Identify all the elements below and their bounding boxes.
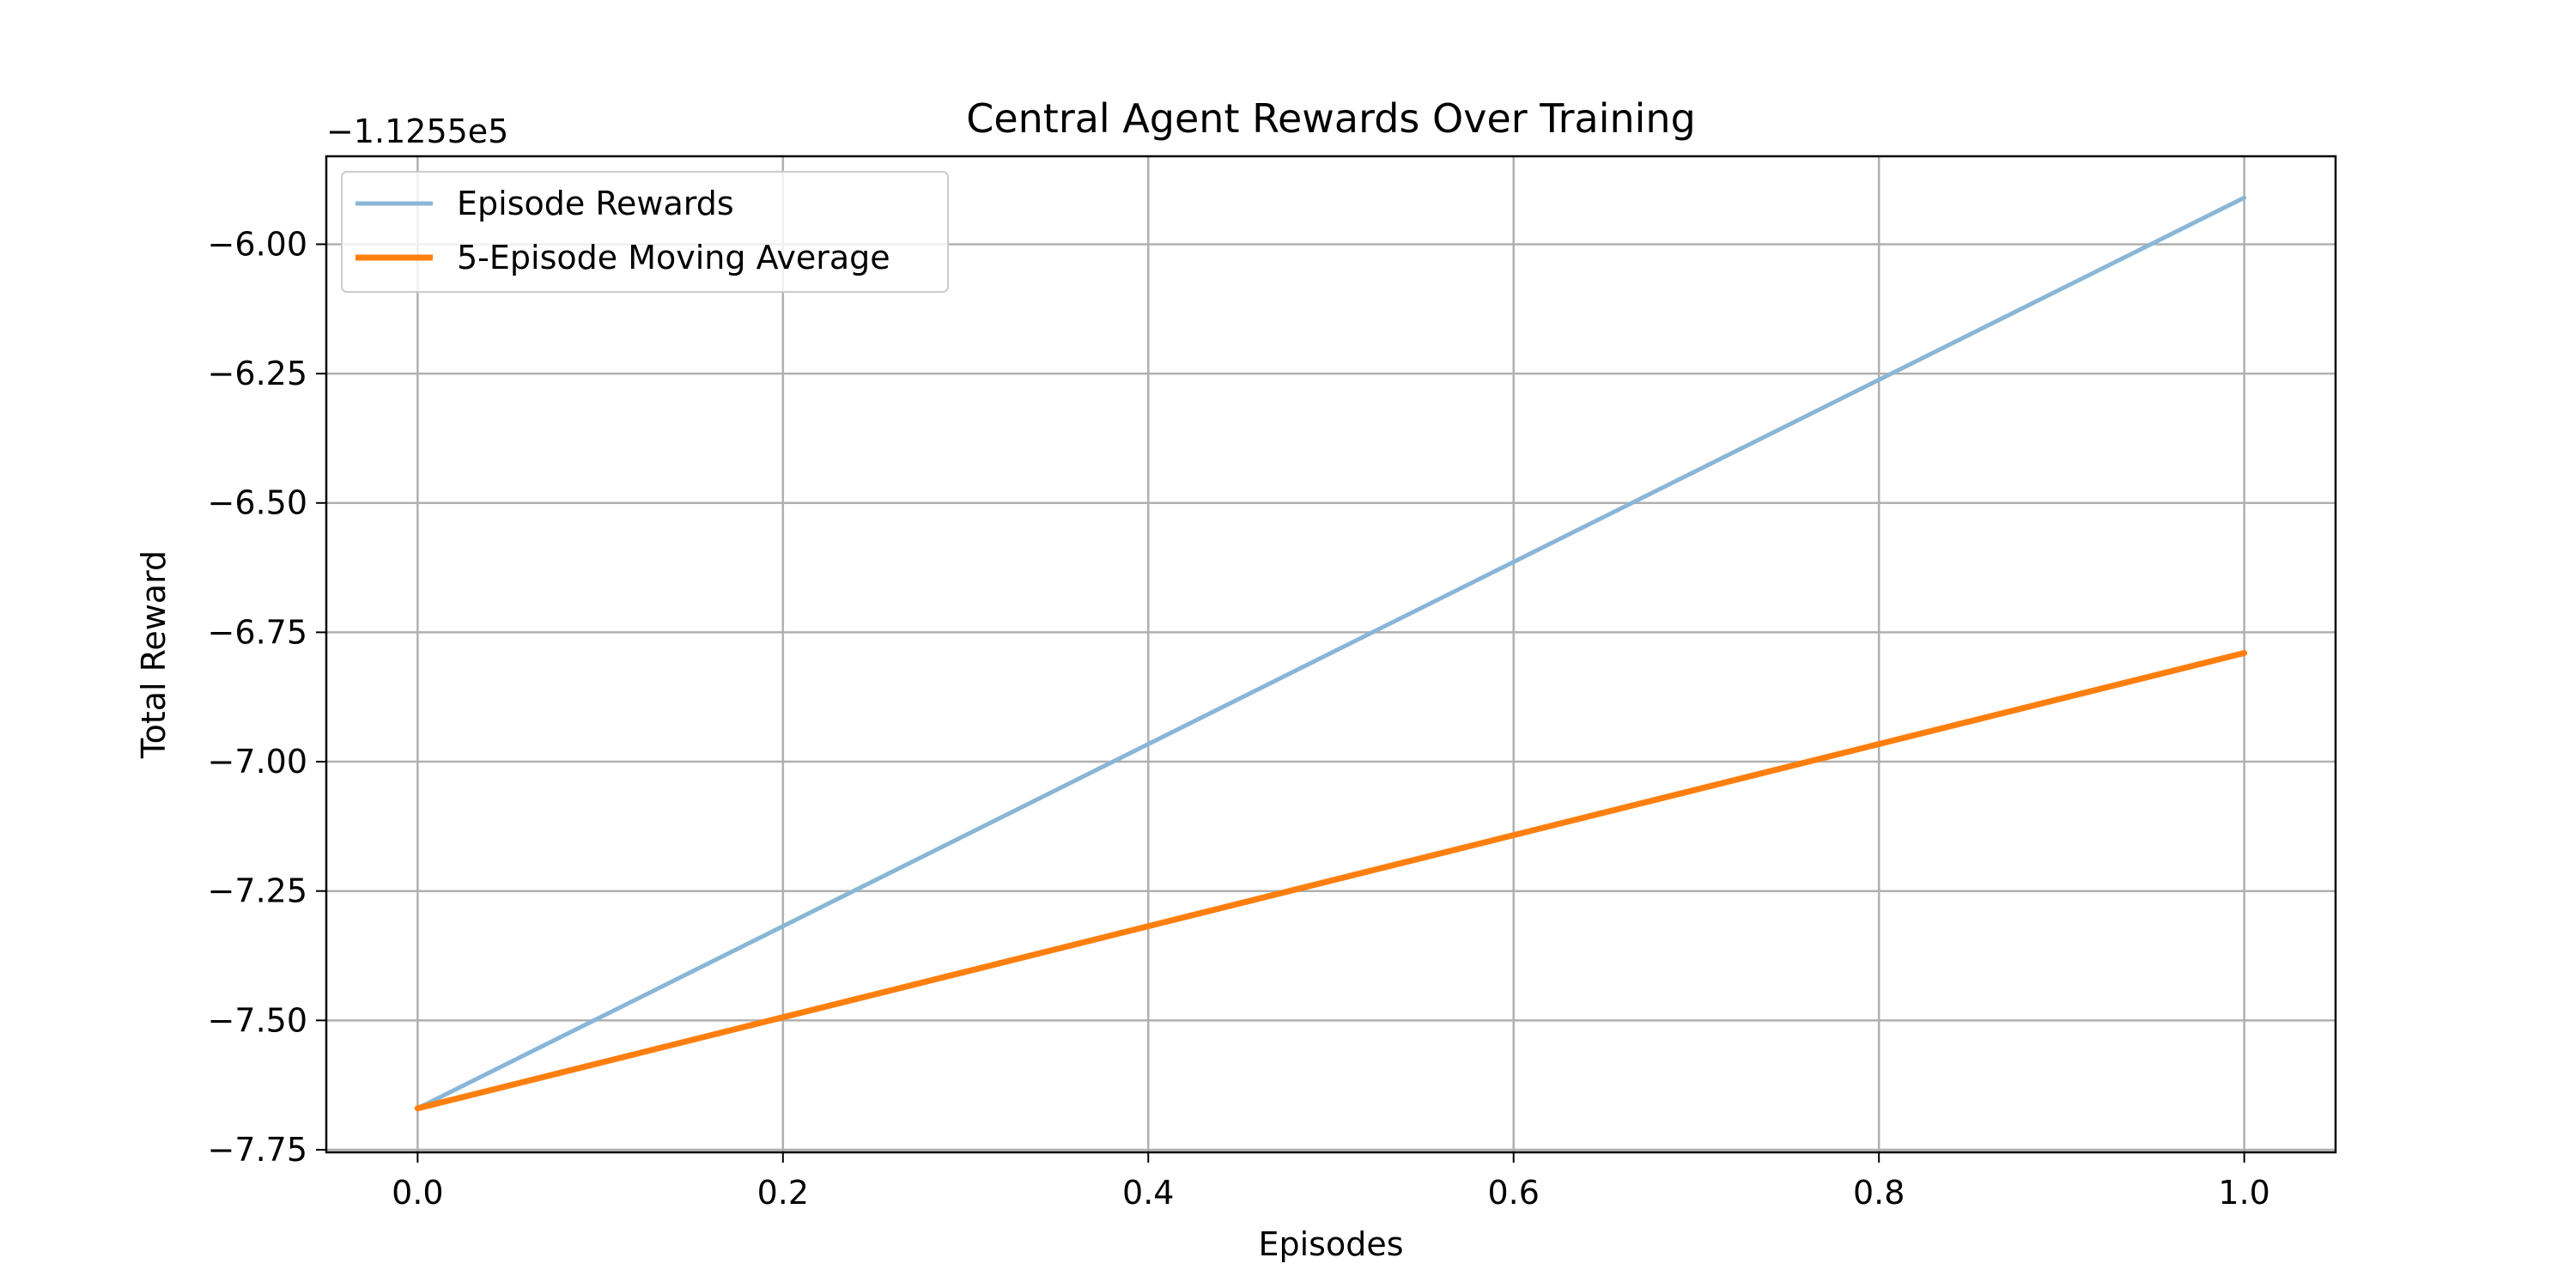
x-tick-label: 0.4	[1122, 1174, 1174, 1212]
chart-title: Central Agent Rewards Over Training	[966, 95, 1696, 142]
x-tick-label: 0.0	[392, 1174, 443, 1212]
y-tick-label: −6.00	[208, 225, 307, 263]
series-line-moving-average	[414, 649, 2248, 1112]
series-lines	[414, 195, 2248, 1112]
y-tick-label: −7.50	[208, 1001, 307, 1039]
legend-label-moving-average: 5-Episode Moving Average	[457, 239, 890, 276]
x-tick-label: 0.2	[757, 1174, 809, 1212]
series-line-episode-rewards	[415, 195, 2247, 1111]
x-tick-label: 0.6	[1488, 1174, 1540, 1212]
legend: Episode Rewards 5-Episode Moving Average	[341, 171, 949, 293]
grid	[326, 156, 2336, 1152]
legend-box	[341, 171, 949, 293]
x-tick-label: 0.8	[1853, 1174, 1905, 1212]
x-tick-label: 1.0	[2218, 1174, 2269, 1212]
plot-frame	[325, 155, 2337, 1154]
legend-label-episode-rewards: Episode Rewards	[457, 185, 734, 222]
y-axis-offset-label: −1.1255e5	[326, 112, 508, 150]
axis-ticks: 0.0 0.2 0.4 0.6 0.8 1.0 −6.00 −6.25 −6.50 −6.75 −7…	[208, 225, 2270, 1212]
x-axis-label: Episodes	[1258, 1225, 1403, 1263]
y-tick-label: −7.00	[208, 743, 307, 781]
y-tick-label: −7.25	[208, 872, 307, 910]
y-tick-label: −7.75	[208, 1131, 307, 1169]
y-tick-label: −6.50	[208, 484, 307, 522]
y-tick-label: −6.75	[208, 613, 307, 651]
y-axis-label: Total Reward	[135, 550, 173, 759]
y-tick-label: −6.25	[208, 355, 307, 392]
